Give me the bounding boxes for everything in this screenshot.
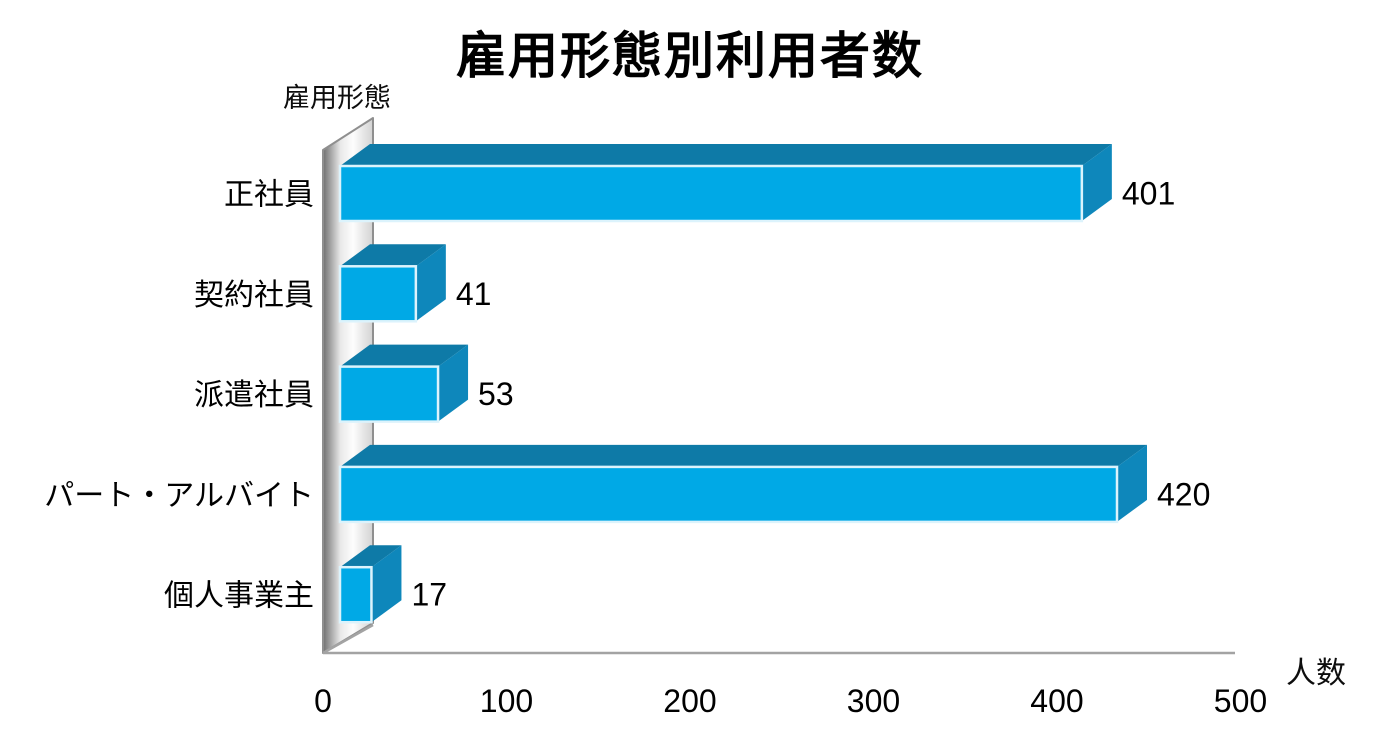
bar-top-face <box>340 144 1112 166</box>
y-axis-title: 雇用形態 <box>283 83 391 113</box>
category-label: 契約社員 <box>194 279 314 312</box>
bar-front-face <box>338 365 440 423</box>
x-tick-label: 300 <box>847 683 900 719</box>
x-tick-label: 0 <box>314 683 332 719</box>
bar-top-face <box>340 244 446 267</box>
bar-side-face <box>371 545 402 623</box>
x-tick-label: 400 <box>1030 683 1083 719</box>
bar-top-face <box>340 344 469 367</box>
category-label: 個人事業主 <box>164 580 314 613</box>
value-label: 53 <box>478 376 514 412</box>
chart-title: 雇用形態別利用者数 <box>456 28 924 84</box>
x-tick-label: 200 <box>663 683 716 719</box>
x-tick-label: 500 <box>1214 683 1267 719</box>
bar-side-face <box>1117 444 1147 522</box>
bar-top-face <box>340 545 402 568</box>
value-label: 420 <box>1157 476 1210 512</box>
bar-front-face <box>338 465 1119 524</box>
value-label: 17 <box>411 577 447 613</box>
x-tick-label: 100 <box>480 683 533 719</box>
category-label: 正社員 <box>224 179 314 212</box>
bar-top-face <box>340 444 1147 467</box>
bar-side-face <box>1081 144 1112 221</box>
bar-front-face <box>338 164 1084 223</box>
category-label: パート・アルバイト <box>44 479 314 512</box>
x-axis-title: 人数 <box>1286 657 1346 690</box>
floor-corner-edge <box>322 623 374 655</box>
value-label: 41 <box>456 276 492 312</box>
category-label: 派遣社員 <box>194 379 314 412</box>
bar-front-face <box>338 265 418 323</box>
bar-front-face <box>338 565 373 624</box>
bar-side-face <box>415 244 446 322</box>
value-label: 401 <box>1122 176 1175 212</box>
bar-side-face <box>438 344 469 422</box>
